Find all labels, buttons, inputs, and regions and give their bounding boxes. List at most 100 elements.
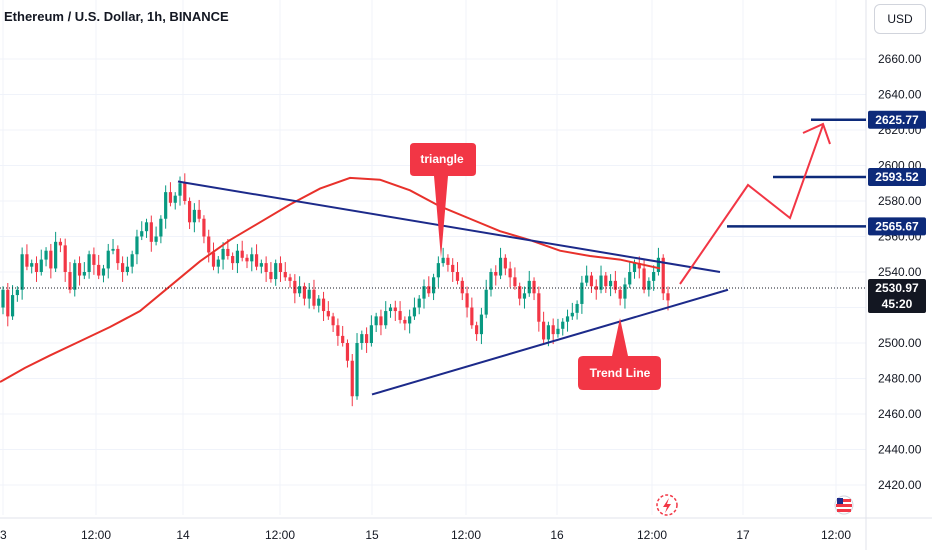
target-levels (0, 118, 866, 289)
x-tick-label: 12:00 (265, 528, 295, 542)
candle-body (226, 248, 230, 257)
candle-body (326, 311, 330, 317)
x-tick-label: 12:00 (451, 528, 481, 542)
moving-average-path (0, 176, 661, 383)
projection-arrow (679, 122, 831, 285)
candle-body (20, 254, 24, 290)
x-tick-label: 12:00 (637, 528, 667, 542)
candle-body (542, 321, 546, 340)
countdown-text: 45:20 (882, 297, 913, 311)
x-tick-label: 12:00 (81, 528, 111, 542)
lightning-bolt-icon (663, 498, 671, 513)
level-price-tag (868, 110, 926, 129)
candle-body (221, 248, 225, 260)
callouts: triangle Trend Line (410, 143, 661, 390)
candle-body (211, 252, 216, 267)
candle-body (63, 245, 67, 272)
candle-body (503, 257, 507, 269)
candle-body (599, 275, 603, 290)
candle-body (341, 335, 345, 343)
level-price-tag-text: 2565.67 (875, 219, 919, 233)
lightning-circle-icon (656, 494, 678, 516)
y-tick-label: 2640.00 (878, 88, 922, 102)
candle-body (589, 275, 594, 287)
candle-body (278, 263, 283, 272)
triangle-callout (410, 143, 476, 258)
candle-body (465, 293, 469, 308)
x-tick-label: 16 (550, 528, 564, 542)
candle-body (254, 254, 259, 267)
candle-body (532, 280, 536, 294)
candle-body (97, 264, 101, 276)
candle-body (6, 289, 10, 317)
candle-body (121, 263, 125, 272)
candle-body (666, 293, 670, 301)
candle-body (604, 275, 608, 287)
candle-body (101, 268, 106, 276)
candle-body (317, 298, 321, 306)
candle-body (446, 257, 450, 265)
candle-body (350, 360, 354, 397)
candle-body (494, 272, 498, 276)
candle-body (470, 307, 474, 326)
candle-body (570, 312, 574, 317)
y-tick-label: 2480.00 (878, 372, 922, 386)
candle-body (336, 325, 340, 336)
axis-icons (656, 494, 854, 516)
y-tick-label: 2500.00 (878, 336, 922, 350)
candle-body (632, 263, 637, 272)
candle-body (455, 272, 460, 281)
candle-body (15, 289, 19, 296)
candle-body (173, 195, 177, 203)
candle-body (250, 254, 254, 262)
candle-body (412, 307, 417, 317)
trend-line-callout-label: Trend Line (590, 366, 651, 380)
y-tick-label: 2420.00 (878, 478, 922, 492)
candle-body (522, 293, 527, 299)
candle-body (130, 254, 134, 267)
candle-body (149, 222, 153, 242)
candle-body (293, 280, 297, 294)
candle-body (551, 325, 555, 335)
y-tick-label: 2580.00 (878, 194, 922, 208)
candle-body (197, 209, 201, 219)
candle-body (82, 272, 86, 276)
time-axis[interactable]: 3 12:00 14 12:00 15 12:00 16 12:00 17 12:00 (0, 528, 851, 542)
candle-body (393, 307, 397, 312)
x-tick-label: 14 (176, 528, 190, 542)
candle-body (1, 289, 5, 308)
candle-body (451, 264, 455, 272)
x-tick-label: 15 (365, 528, 379, 542)
candle-body (546, 325, 550, 340)
candle-body (331, 316, 335, 326)
projection-path (679, 124, 824, 285)
candle-body (77, 263, 82, 276)
candle-body (111, 248, 115, 251)
candle-body (656, 257, 661, 272)
currency-button[interactable]: USD (874, 4, 926, 34)
candle-body (187, 201, 192, 223)
candle-body (54, 241, 58, 269)
candle-body (508, 268, 512, 278)
candle-body (140, 231, 144, 237)
candle-body (427, 286, 431, 294)
candle-body (642, 268, 646, 290)
level-price-tag (868, 168, 926, 187)
candle-body (661, 257, 665, 294)
candle-body (436, 263, 440, 278)
candle-body (183, 183, 187, 201)
candle-body (561, 321, 565, 329)
y-tick-label: 2440.00 (878, 443, 922, 457)
candle-body (231, 256, 235, 264)
trend-line-lower (371, 288, 729, 396)
candle-body (39, 259, 43, 272)
candle-body (58, 241, 63, 246)
x-tick-label: 12:00 (821, 528, 851, 542)
candle-body (628, 272, 632, 285)
candle-body (618, 289, 622, 299)
candle-body (192, 209, 196, 223)
candle-body (527, 280, 531, 294)
candle-body (637, 263, 641, 269)
candle-body (623, 284, 627, 299)
